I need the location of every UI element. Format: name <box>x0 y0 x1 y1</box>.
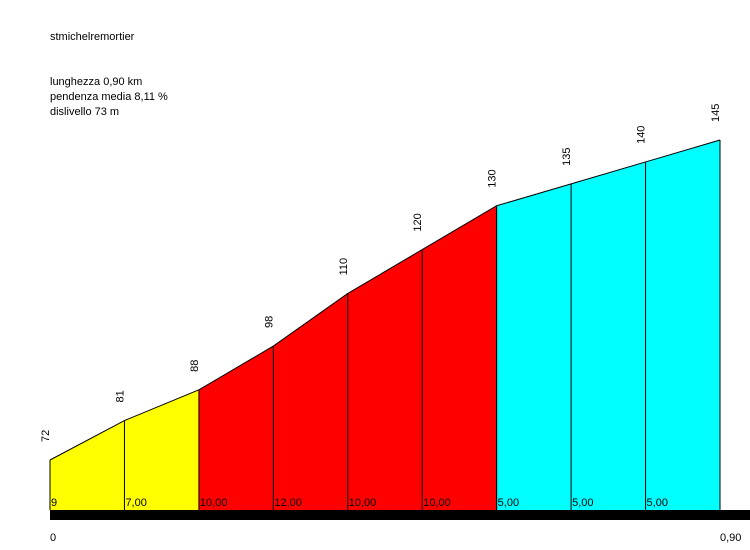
stat-length: lunghezza 0,90 km <box>50 76 143 88</box>
stat-elevation-gain: dislivello 73 m <box>50 106 120 118</box>
elevation-label-0: 72 <box>40 430 52 442</box>
elevation-label-1: 81 <box>114 390 126 402</box>
profile-segment-2 <box>124 389 199 510</box>
profile-segment-7 <box>496 183 572 510</box>
elevation-label-6: 130 <box>487 169 499 187</box>
profile-segment-9 <box>645 140 720 510</box>
grade-label-2: 7,00 <box>125 497 146 509</box>
profile-segment-8 <box>571 161 646 511</box>
x-start-label: 0 <box>50 532 56 544</box>
grade-label-9: 5,00 <box>647 497 668 509</box>
x-axis-bar <box>50 510 750 520</box>
chart-title: stmichelremortier <box>50 31 135 43</box>
grade-label-4: 12,00 <box>274 497 302 509</box>
elevation-label-2: 88 <box>189 360 201 372</box>
grade-label-7: 5,00 <box>498 497 519 509</box>
profile-segment-3 <box>198 346 274 510</box>
elevation-label-7: 135 <box>561 147 573 165</box>
grade-label-3: 10,00 <box>200 497 228 509</box>
grade-label-6: 10,00 <box>423 497 451 509</box>
grade-label-5: 10,00 <box>349 497 377 509</box>
elevation-label-9: 145 <box>710 104 722 122</box>
elevation-label-5: 120 <box>412 213 424 231</box>
grade-label-1: 9 <box>51 497 57 509</box>
elevation-label-4: 110 <box>338 258 350 276</box>
profile-segment-6 <box>422 205 497 510</box>
profile-segment-4 <box>273 293 348 510</box>
x-end-label: 0,90 <box>720 532 741 544</box>
profile-segment-1 <box>50 420 125 510</box>
profile-outline <box>49 139 721 461</box>
elevation-label-8: 140 <box>636 126 648 144</box>
grade-label-8: 5,00 <box>572 497 593 509</box>
elevation-label-3: 98 <box>263 316 275 328</box>
profile-stats: lunghezza 0,90 km pendenza media 8,11 % … <box>50 75 168 120</box>
profile-segment-5 <box>347 249 423 510</box>
stat-gradient: pendenza media 8,11 % <box>50 91 168 103</box>
